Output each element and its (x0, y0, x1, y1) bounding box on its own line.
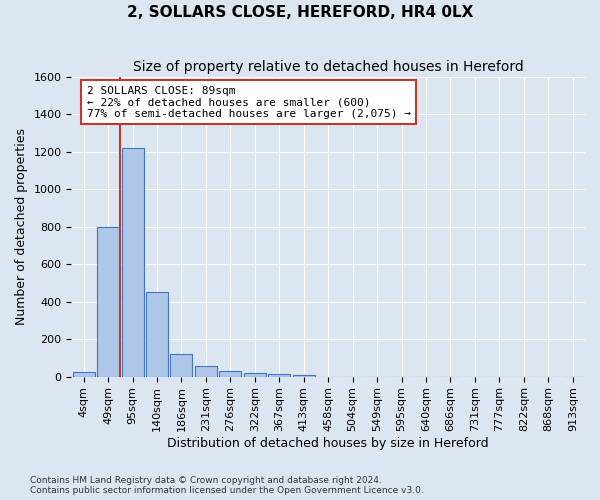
Bar (146, 292, 168, 376)
Bar (97, 226, 119, 376)
Bar (122, 148, 143, 376)
Bar (244, 373, 266, 376)
X-axis label: Distribution of detached houses by size in Hereford: Distribution of detached houses by size … (167, 437, 489, 450)
Y-axis label: Number of detached properties: Number of detached properties (15, 128, 28, 325)
Bar (293, 374, 315, 376)
Text: 2, SOLLARS CLOSE, HEREFORD, HR4 0LX: 2, SOLLARS CLOSE, HEREFORD, HR4 0LX (127, 5, 473, 20)
Bar (195, 366, 217, 376)
Title: Size of property relative to detached houses in Hereford: Size of property relative to detached ho… (133, 60, 524, 74)
Bar (268, 374, 290, 376)
Bar (220, 371, 241, 376)
Text: Contains HM Land Registry data © Crown copyright and database right 2024.
Contai: Contains HM Land Registry data © Crown c… (30, 476, 424, 495)
Bar (73, 372, 95, 376)
Text: 2 SOLLARS CLOSE: 89sqm
← 22% of detached houses are smaller (600)
77% of semi-de: 2 SOLLARS CLOSE: 89sqm ← 22% of detached… (87, 86, 411, 119)
Bar (170, 354, 193, 376)
